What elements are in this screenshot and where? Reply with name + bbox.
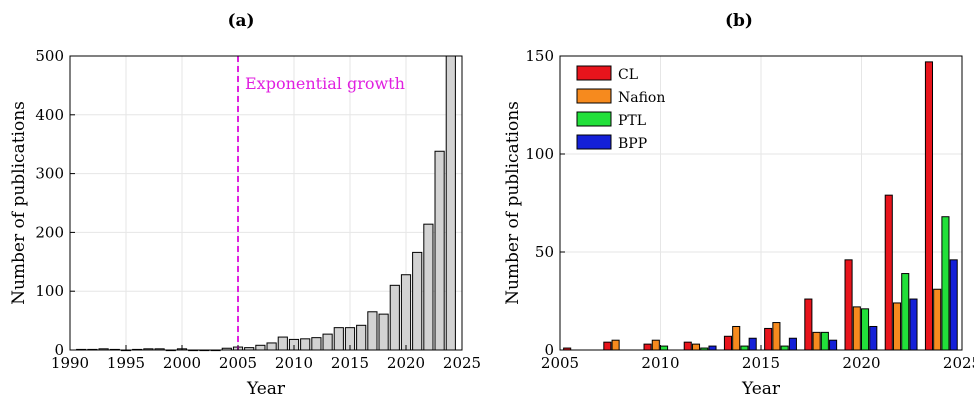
- bar-bpp-2020: [869, 325, 878, 351]
- panel-a-y-ticks: 0 100 200 300 400 500: [35, 47, 75, 359]
- y-tick-label: 150: [525, 47, 554, 65]
- panel-b-y-ticks: 0 50 100 150: [525, 47, 565, 359]
- bar-bpp-2016: [788, 337, 797, 351]
- panel-a-x-ticks: 1990 1995 2000 2005 2010 2015 2020 2025: [51, 345, 481, 372]
- bar-ptl-2020: [861, 308, 870, 351]
- bar-cl-2010: [643, 343, 652, 351]
- bar-nafion-2008: [611, 339, 620, 351]
- x-tick-label: 2000: [163, 354, 201, 372]
- x-tick-label: 2025: [943, 354, 974, 372]
- panel-b-bars: [563, 61, 958, 351]
- bar-nafion-2024: [933, 288, 942, 351]
- bar-ptl-2022: [901, 273, 910, 351]
- bar-ptl-2018: [820, 331, 829, 351]
- x-tick-label: 2005: [541, 354, 579, 372]
- y-tick-label: 50: [535, 243, 554, 261]
- bar-nafion-2020: [852, 306, 861, 351]
- bar-2008: [266, 342, 277, 351]
- bar-cl-2024: [924, 61, 934, 351]
- bar-2017: [367, 311, 378, 351]
- x-tick-label: 2010: [275, 354, 313, 372]
- legend-swatch-ptl: [576, 111, 612, 127]
- panel-a-bars: [76, 55, 456, 352]
- bar-nafion-2010: [651, 339, 660, 351]
- bar-2019: [389, 284, 400, 351]
- bar-nafion-2012: [691, 343, 701, 351]
- x-tick-label: 2025: [443, 354, 481, 372]
- y-tick-label: 400: [35, 106, 64, 124]
- chart-panel-b: (b) 2005 2010 2015 2020 2025 0 50 100 150 CL Naf…: [503, 11, 974, 399]
- x-tick-label: 2015: [742, 354, 780, 372]
- x-tick-label: 1995: [107, 354, 145, 372]
- x-tick-label: 2020: [842, 354, 880, 372]
- y-tick-label: 100: [35, 282, 64, 300]
- panel-b-legend: CL Nafion PTL BPP: [576, 65, 665, 152]
- exponential-growth-annotation: Exponential growth: [245, 74, 405, 93]
- y-tick-label: 300: [35, 165, 64, 183]
- panel-a-x-axis-label: Year: [246, 379, 286, 399]
- bar-2024: [445, 55, 456, 351]
- bar-2021: [412, 251, 423, 351]
- bar-cl-2008: [603, 341, 612, 351]
- y-tick-label: 100: [525, 145, 554, 163]
- bar-nafion-2022: [892, 302, 902, 351]
- x-tick-label: 1990: [51, 354, 89, 372]
- bar-nafion-2018: [812, 331, 821, 351]
- y-tick-label: 0: [54, 341, 64, 359]
- bar-bpp-2022: [909, 298, 918, 351]
- bar-ptl-2014: [740, 345, 749, 351]
- bar-2020: [400, 274, 412, 351]
- bar-nafion-2014: [732, 325, 741, 351]
- panel-b-x-ticks: 2005 2010 2015 2020 2025: [541, 345, 974, 372]
- bar-2011: [300, 338, 311, 351]
- y-tick-label: 200: [35, 223, 64, 241]
- bar-cl-2022: [884, 194, 893, 351]
- legend-label-bpp: BPP: [618, 136, 647, 152]
- legend-swatch-cl: [576, 65, 612, 81]
- bar-ptl-2010: [660, 345, 669, 351]
- x-tick-label: 2010: [641, 354, 679, 372]
- bar-nafion-2016: [772, 322, 781, 351]
- panel-b-title: (b): [725, 11, 753, 31]
- bar-2009: [277, 336, 288, 351]
- panel-b-x-axis-label: Year: [741, 379, 781, 399]
- legend-label-cl: CL: [618, 67, 638, 83]
- bar-bpp-2024: [949, 259, 958, 351]
- chart-panel-a: (a) Exponential growth 1990 1995 2000 2005 2…: [9, 11, 481, 399]
- bar-2022: [423, 223, 434, 351]
- bar-bpp-2018: [829, 339, 838, 351]
- bar-cl-2012: [683, 341, 692, 351]
- bar-bpp-2012: [708, 345, 717, 351]
- bar-2014: [333, 327, 344, 351]
- bar-2013: [322, 333, 333, 351]
- y-tick-label: 500: [35, 47, 64, 65]
- x-tick-label: 2020: [387, 354, 425, 372]
- bar-2012: [311, 337, 322, 351]
- bar-cl-2014: [723, 335, 733, 351]
- bar-ptl-2016: [780, 345, 789, 351]
- legend-label-ptl: PTL: [618, 113, 646, 129]
- x-tick-label: 2015: [331, 354, 369, 372]
- panel-a-frame: [69, 55, 463, 351]
- bar-2018: [378, 313, 389, 351]
- bar-cl-2020: [844, 259, 853, 351]
- y-tick-label: 0: [544, 341, 554, 359]
- bar-ptl-2024: [941, 216, 950, 351]
- legend-label-nafion: Nafion: [618, 90, 665, 106]
- legend-swatch-nafion: [576, 88, 612, 104]
- bar-cl-2016: [764, 327, 773, 351]
- bar-cl-2018: [804, 298, 813, 351]
- bar-2023: [434, 150, 445, 351]
- x-tick-label: 2005: [219, 354, 257, 372]
- bar-2007: [255, 344, 266, 351]
- panel-a-y-axis-label: Number of publications: [9, 101, 29, 305]
- bar-bpp-2014: [748, 337, 757, 351]
- panel-a-title: (a): [227, 11, 254, 31]
- bar-2016: [356, 324, 367, 351]
- legend-swatch-bpp: [576, 134, 612, 150]
- panel-b-y-axis-label: Number of publications: [503, 101, 523, 305]
